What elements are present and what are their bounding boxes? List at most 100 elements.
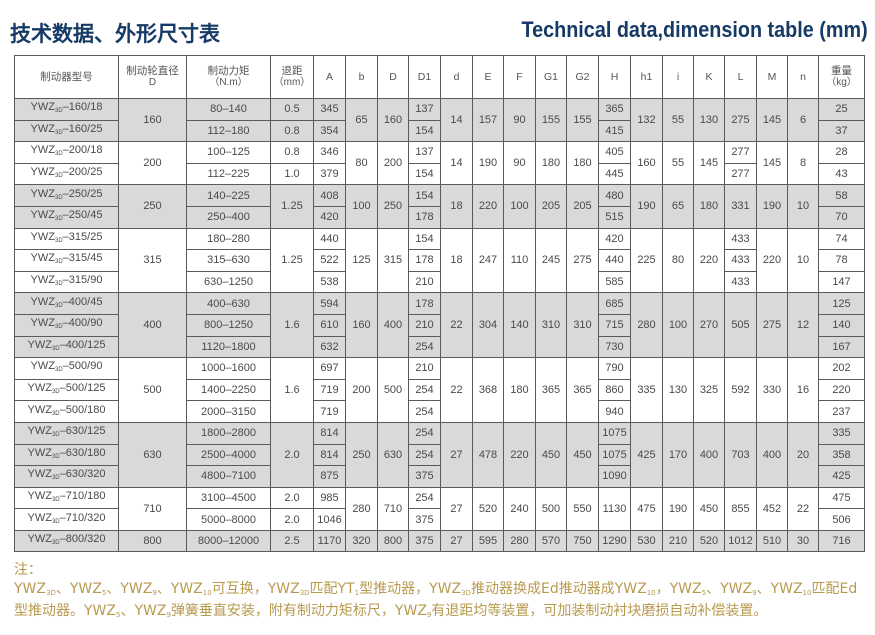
- note-subscript: 1: [354, 588, 360, 597]
- model-part: –315/45: [62, 252, 103, 265]
- cell-torque: 630–1250: [186, 270, 271, 294]
- model-part: YWZ: [27, 468, 52, 481]
- cell-A: 697: [313, 357, 346, 380]
- cell-L: 433: [724, 227, 757, 251]
- model-part: 3D: [51, 389, 60, 396]
- cell-wt: 237: [818, 400, 865, 423]
- note-text: 、YWZ: [756, 580, 803, 597]
- cell-d: 27: [440, 529, 473, 553]
- cell-d: 14: [440, 141, 473, 186]
- cell-wt: 37: [818, 119, 865, 143]
- cell-F: 90: [503, 97, 536, 143]
- cell-M: 190: [756, 184, 788, 229]
- cell-D1: 137: [408, 141, 441, 164]
- column-header-label: G1: [543, 71, 558, 83]
- column-header-A: A: [313, 55, 346, 99]
- note-text: 有退距均等装置，可加装制动衬块磨损自动补偿装置。: [431, 603, 768, 619]
- cell-model: YWZ3D–630/320: [14, 465, 119, 488]
- cell-H: 790: [598, 357, 631, 380]
- cell-L: 277: [724, 162, 757, 186]
- cell-K: 325: [693, 357, 725, 423]
- column-header-label: 制动轮直径: [126, 65, 179, 77]
- column-header-label: b: [358, 71, 365, 83]
- cell-b: 100: [345, 184, 378, 229]
- cell-model: YWZ3D–630/180: [14, 443, 119, 467]
- cell-n: 30: [787, 529, 819, 553]
- cell-H: 420: [598, 227, 631, 251]
- cell-torque: 1400–2250: [186, 378, 271, 402]
- cell-H: 405: [598, 141, 631, 164]
- cell-A: 420: [313, 205, 346, 229]
- column-header-label: L: [737, 71, 744, 83]
- cell-wt: 335: [818, 421, 865, 445]
- cell-D1: 210: [408, 270, 441, 294]
- column-header-n: n: [787, 55, 819, 99]
- note-text: 匹配YT: [309, 580, 355, 597]
- cell-d: 18: [440, 227, 473, 294]
- model-part: YWZ: [30, 252, 55, 265]
- model-part: YWZ: [30, 144, 55, 157]
- column-header-F: F: [503, 55, 536, 99]
- column-header-d: d: [440, 55, 473, 99]
- note-subscript: 9: [152, 588, 157, 597]
- cell-d: 27: [440, 486, 473, 531]
- cell-dia: 710: [118, 486, 187, 531]
- cell-torque: 1800–2800: [186, 421, 271, 445]
- note-subscript: 3D: [46, 588, 56, 597]
- cell-E: 595: [472, 529, 504, 553]
- note-subscript: 9: [166, 611, 171, 619]
- note-subscript: 9: [426, 611, 432, 619]
- cell-dia: 630: [118, 421, 187, 488]
- cell-D1: 178: [408, 205, 441, 229]
- table-row: YWZ3D–800/320 800 8000–12000 2.5 1170 320 800 3…: [14, 529, 865, 553]
- cell-b: 200: [345, 357, 378, 423]
- cell-model: YWZ3D–710/180: [14, 486, 119, 510]
- cell-d: 14: [440, 97, 473, 143]
- cell-G2: 180: [566, 141, 599, 186]
- cell-torque: 400–630: [186, 292, 271, 315]
- cell-G2: 310: [566, 292, 599, 359]
- cell-torque: 4800–7100: [186, 465, 271, 488]
- cell-D: 500: [377, 357, 409, 423]
- table-row: YWZ3D–160/18 160 80–140 0.5 345 65 160 137 14 157…: [14, 97, 865, 143]
- cell-K: 180: [693, 184, 725, 229]
- cell-M: 275: [756, 292, 788, 359]
- column-header-label: G2: [575, 71, 590, 83]
- cell-D: 315: [377, 227, 409, 294]
- cell-M: 145: [756, 97, 788, 143]
- cell-H: 860: [598, 378, 631, 402]
- cell-n: 10: [787, 184, 819, 229]
- model-part: –630/320: [59, 468, 106, 481]
- cell-n: 8: [787, 141, 819, 186]
- cell-G1: 155: [535, 97, 567, 143]
- cell-torque: 8000–12000: [186, 529, 271, 553]
- model-part: –315/90: [62, 274, 103, 287]
- cell-L: 277: [724, 141, 757, 164]
- column-header-label: D1: [417, 71, 432, 83]
- cell-G2: 205: [566, 184, 599, 229]
- cell-F: 280: [503, 529, 536, 553]
- cell-D1: 375: [408, 529, 441, 553]
- cell-D1: 254: [408, 443, 441, 467]
- column-header-label: A: [325, 71, 333, 83]
- model-part: 3D: [55, 367, 63, 374]
- table-row: YWZ3D–315/90 630–1250 538 210 585 433 147: [14, 270, 865, 294]
- cell-D1: 178: [408, 292, 441, 315]
- column-header-L: L: [724, 55, 757, 99]
- cell-n: 10: [787, 227, 819, 294]
- cell-dia: 500: [118, 357, 187, 423]
- cell-K: 220: [693, 227, 725, 294]
- cell-G2: 275: [566, 227, 599, 294]
- model-part: YWZ: [27, 489, 52, 502]
- model-part: –400/45: [62, 295, 103, 308]
- cell-gap: 0.8: [270, 141, 314, 164]
- note-text: 型推动器，YWZ: [359, 580, 462, 597]
- model-part: YWZ: [27, 338, 52, 351]
- cell-E: 157: [472, 97, 504, 143]
- column-header-label: D: [389, 71, 397, 83]
- cell-A: 875: [313, 465, 346, 488]
- cell-A: 594: [313, 292, 346, 315]
- cell-gap: 1.0: [270, 162, 314, 186]
- cell-torque: 112–180: [186, 119, 271, 143]
